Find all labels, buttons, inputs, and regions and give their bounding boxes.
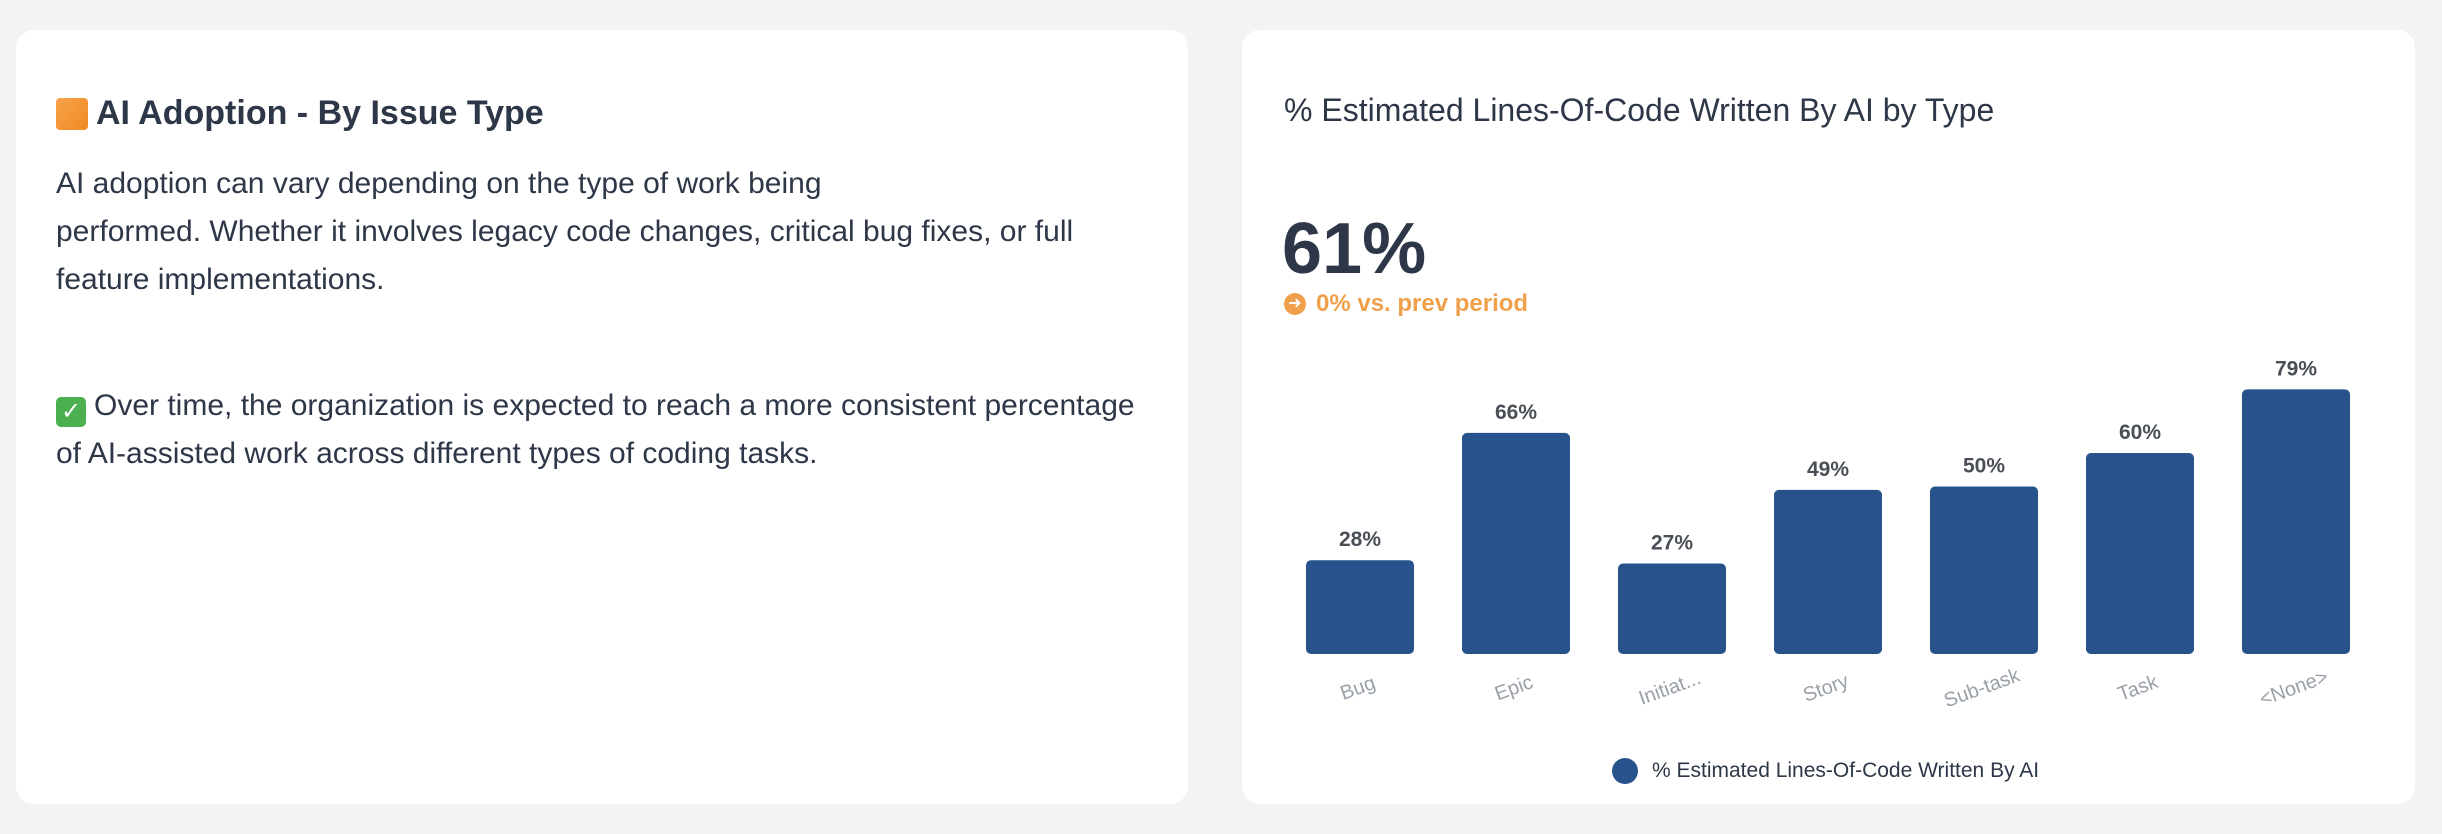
value-label: 49% xyxy=(1807,458,1849,481)
chart-title: % Estimated Lines-Of-Code Written By AI … xyxy=(1284,92,1995,128)
legend-label: % Estimated Lines-Of-Code Written By AI xyxy=(1652,759,2040,782)
legend-swatch xyxy=(1612,758,1638,784)
intro-paragraph-line1: AI adoption can vary depending on the ty… xyxy=(56,167,822,200)
kpi-value: 61% xyxy=(1282,209,1427,289)
card-title: AI Adoption - By Issue Type xyxy=(56,94,544,133)
bar-bug[interactable] xyxy=(1306,560,1414,654)
check-mark-icon: ✓ xyxy=(56,397,86,427)
category-tick-label: <None> xyxy=(2257,666,2331,711)
value-label: 28% xyxy=(1339,528,1381,551)
bar-story[interactable] xyxy=(1774,489,1882,654)
adoption-info-card: AI Adoption - By Issue Type AI adoption … xyxy=(16,30,1188,804)
category-tick-label: Epic xyxy=(1492,671,1536,705)
intro-paragraph: AI adoption can vary depending on the ty… xyxy=(56,160,1146,304)
bar-task[interactable] xyxy=(2086,453,2194,654)
delta-indicator: ➜ 0% vs. prev period xyxy=(1284,290,1528,318)
category-tick-label: Initiat... xyxy=(1636,667,1704,710)
arrow-right-circle-icon: ➜ xyxy=(1284,293,1306,315)
category-tick-label: Task xyxy=(2115,671,2162,706)
bar-initiat[interactable] xyxy=(1618,563,1726,654)
category-tick-label: Sub-task xyxy=(1941,664,2024,712)
bar-epic[interactable] xyxy=(1462,432,1570,654)
delta-text: 0% vs. prev period xyxy=(1316,290,1529,317)
loc-by-type-card: % Estimated Lines-Of-Code Written By AI … xyxy=(1242,30,2415,804)
bar-sub-task[interactable] xyxy=(1930,486,2038,655)
orange-square-icon xyxy=(56,97,88,130)
value-label: 79% xyxy=(2275,357,2317,380)
category-tick-label: Bug xyxy=(1337,672,1378,705)
chart-legend[interactable]: % Estimated Lines-Of-Code Written By AI xyxy=(1612,758,2039,784)
expectation-paragraph: ✓ Over time, the organization is expected… xyxy=(56,382,1146,478)
bar-none[interactable] xyxy=(2242,389,2350,654)
category-tick-label: Story xyxy=(1800,670,1851,707)
expectation-paragraph-text: Over time, the organization is expected … xyxy=(56,389,1135,470)
card-title-text: AI Adoption - By Issue Type xyxy=(96,94,544,132)
intro-paragraph-rest: performed. Whether it involves legacy co… xyxy=(56,215,1074,296)
value-label: 60% xyxy=(2119,421,2161,444)
value-label: 66% xyxy=(1495,401,1537,424)
value-label: 27% xyxy=(1651,532,1693,555)
bar-chart: 28% Bug 66% Epic 27% Initiat... 49% Story 50% Sub… xyxy=(1306,357,2350,712)
value-label: 50% xyxy=(1963,455,2005,478)
